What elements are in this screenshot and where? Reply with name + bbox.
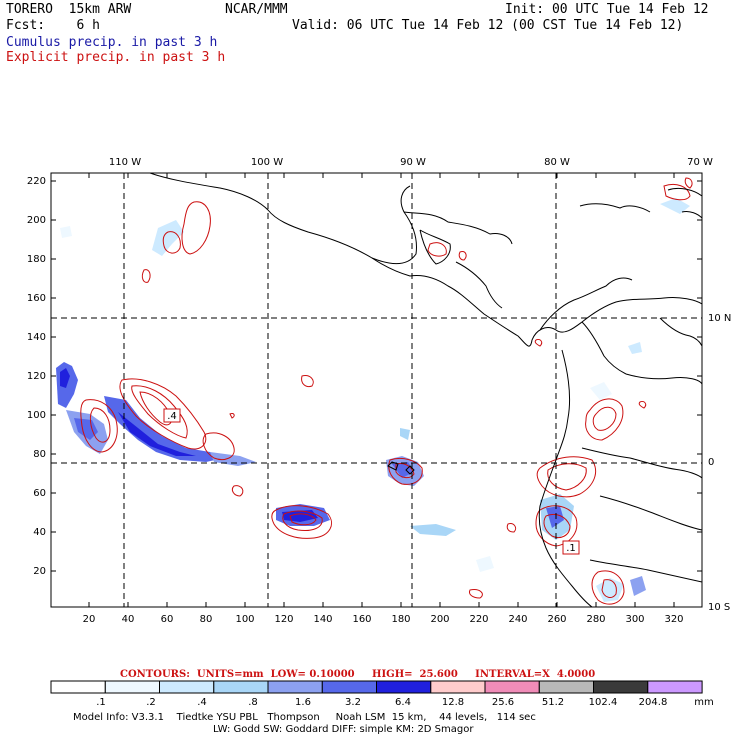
colorbar-value: .8 (248, 697, 258, 708)
x-tick-label: 80 (199, 614, 213, 625)
model-info-line2: LW: Godd SW: Goddard DIFF: simple KM: 2D… (213, 724, 474, 735)
lon-label-100w: 100 W (250, 157, 284, 168)
x-tick-label: 40 (121, 614, 135, 625)
x-tick-label: 120 (274, 614, 294, 625)
lat-label-10s: 10 S (708, 602, 731, 613)
y-tick-label: 100 (26, 410, 46, 421)
colorbar-swatch (213, 680, 269, 694)
high-value-label: .4 (167, 411, 177, 422)
forecast-hour: Fcst: 6 h (6, 18, 100, 33)
x-tick-label: 280 (586, 614, 606, 625)
x-tick-label: 240 (508, 614, 528, 625)
colorbar-swatch (104, 680, 161, 694)
colorbar-value: 6.4 (395, 697, 411, 708)
colorbar-swatch (321, 680, 378, 694)
colorbar-value: 51.2 (541, 697, 565, 708)
colorbar-value: 102.4 (588, 697, 618, 708)
colorbar-value: .4 (197, 697, 207, 708)
x-tick-label: 60 (160, 614, 174, 625)
init-time: Init: 00 UTC Tue 14 Feb 12 (505, 2, 709, 17)
colorbar-swatch (50, 680, 106, 694)
model-name: TORERO 15km ARW (6, 2, 132, 17)
colorbar-swatch (538, 680, 595, 694)
lat-label-0: 0 (708, 457, 715, 468)
y-tick-label: 160 (26, 293, 46, 304)
low-value-label: .1 (566, 543, 576, 554)
coastlines (149, 173, 702, 607)
x-tick-label: 160 (352, 614, 372, 625)
lon-label-80w: 80 W (544, 157, 570, 168)
x-tick-label: 300 (625, 614, 645, 625)
colorbar-swatch (647, 680, 703, 694)
colorbar (50, 680, 703, 694)
y-tick-label: 200 (26, 215, 46, 226)
organization: NCAR/MMM (225, 2, 288, 17)
model-info-line1: Model Info: V3.3.1 Tiedtke YSU PBL Thomp… (73, 712, 536, 723)
lon-label-70w: 70 W (687, 157, 713, 168)
x-tick-label: 220 (469, 614, 489, 625)
field-cumulus: Cumulus precip. in past 3 h (6, 35, 218, 50)
colorbar-value: 1.6 (295, 697, 311, 708)
y-tick-label: 140 (26, 332, 46, 343)
y-tick-label: 80 (33, 449, 46, 460)
tick-marks (51, 173, 702, 607)
map-frame (50, 172, 703, 608)
colorbar-value: .2 (146, 697, 156, 708)
x-tick-label: 200 (430, 614, 450, 625)
colorbar-swatch (430, 680, 486, 694)
colorbar-swatch (376, 680, 432, 694)
high-value-box (163, 408, 181, 423)
y-tick-label: 220 (26, 176, 46, 187)
colorbar-swatch (484, 680, 540, 694)
colorbar-value: 12.8 (441, 697, 465, 708)
colorbar-units: mm (694, 697, 714, 708)
colorbar-value: .1 (96, 697, 106, 708)
lat-label-10n: 10 N (708, 313, 732, 324)
colorbar-swatch (593, 680, 649, 694)
lon-label-90w: 90 W (400, 157, 426, 168)
x-tick-label: 320 (664, 614, 684, 625)
x-tick-label: 20 (82, 614, 96, 625)
x-tick-label: 260 (547, 614, 567, 625)
lat-lon-grid (51, 173, 702, 607)
colorbar-swatch (159, 680, 215, 694)
x-tick-label: 140 (313, 614, 333, 625)
low-value-box (562, 540, 580, 555)
y-tick-label: 180 (26, 254, 46, 265)
colorbar-value: 3.2 (345, 697, 361, 708)
x-tick-label: 180 (391, 614, 411, 625)
lon-label-110w: 110 W (108, 157, 142, 168)
x-tick-label: 100 (235, 614, 255, 625)
colorbar-swatch (267, 680, 323, 694)
y-tick-label: 20 (33, 566, 46, 577)
y-tick-label: 60 (33, 488, 46, 499)
colorbar-value: 25.6 (491, 697, 515, 708)
colorbar-value: 204.8 (638, 697, 668, 708)
y-tick-label: 120 (26, 371, 46, 382)
contour-info: CONTOURS: UNITS=mm LOW= 0.10000 HIGH= 25… (120, 669, 596, 680)
valid-time: Valid: 06 UTC Tue 14 Feb 12 (00 CST Tue … (292, 18, 684, 33)
field-explicit: Explicit precip. in past 3 h (6, 50, 226, 65)
y-tick-label: 40 (33, 527, 46, 538)
